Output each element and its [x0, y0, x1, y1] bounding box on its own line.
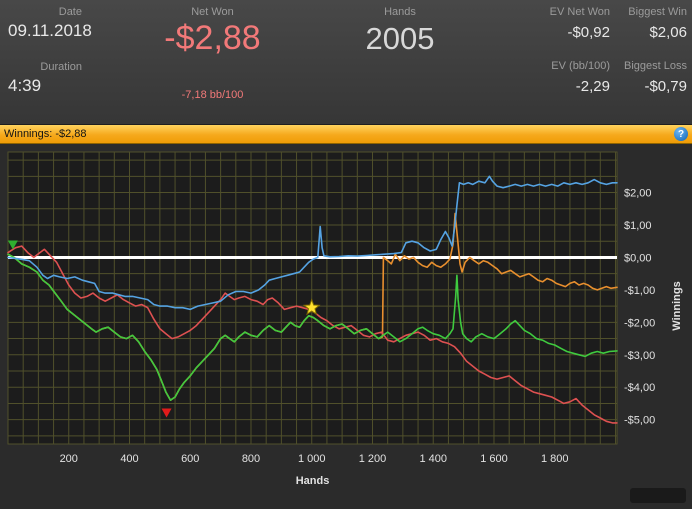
net-won-column: Net Won -$2,88 -7,18 bb/100 [130, 0, 295, 124]
series-green-winnings-line [7, 253, 618, 402]
y-tick-label: -$3,00 [624, 350, 655, 362]
x-tick-label: 1 800 [541, 453, 569, 465]
biggest-column: Biggest Win $2,06 Biggest Loss -$0,79 [617, 0, 692, 124]
hands-column: Hands 2005 [295, 0, 505, 124]
biggest-win-value: $2,06 [649, 24, 687, 41]
triangle-start-marker-icon [7, 240, 18, 250]
date-value: 09.11.2018 [8, 21, 92, 40]
y-tick-label: $1,00 [624, 220, 652, 232]
net-won-value: -$2,88 [164, 19, 261, 57]
hands-label: Hands [384, 6, 416, 18]
biggest-win-label: Biggest Win [628, 6, 687, 18]
x-axis-title: Hands [296, 475, 330, 487]
hands-value: 2005 [365, 21, 435, 56]
star-marker-icon [302, 298, 321, 316]
winnings-bar-label: Winnings: -$2,88 [4, 128, 87, 140]
x-tick-label: 600 [181, 453, 199, 465]
y-tick-label: -$5,00 [624, 415, 655, 427]
x-tick-label: 400 [120, 453, 138, 465]
ev-net-won-label: EV Net Won [549, 6, 610, 18]
y-axis-title: Winnings [671, 281, 683, 330]
y-tick-label: -$4,00 [624, 382, 655, 394]
stats-header: Date 09.11.2018 Duration 4:39 Net Won -$… [0, 0, 692, 125]
net-won-bb100: -7,18 bb/100 [181, 89, 244, 101]
series-blue-line [7, 175, 618, 311]
x-tick-label: 1 000 [298, 453, 326, 465]
plot-background [8, 152, 617, 444]
y-tick-label: $0,00 [624, 252, 652, 264]
ev-bb100-value: -2,29 [575, 78, 610, 95]
plot-border [7, 151, 618, 445]
watermark-logo [630, 488, 686, 503]
winnings-section-bar[interactable]: Winnings: -$2,88 ? [0, 125, 692, 144]
biggest-loss-value: -$0,79 [644, 78, 687, 95]
triangle-down-marker-icon [161, 408, 172, 418]
winnings-chart[interactable]: 200 400 600 800 1 000 1 200 1 400 1 600 1 800 Han… [0, 144, 692, 509]
biggest-loss-label: Biggest Loss [624, 60, 687, 72]
x-tick-label: 1 600 [480, 453, 508, 465]
ev-net-won-value: -$0,92 [567, 24, 610, 41]
y-tick-label: -$1,00 [624, 285, 655, 297]
help-icon[interactable]: ? [674, 127, 688, 141]
date-label: Date [58, 6, 82, 18]
net-won-label: Net Won [191, 6, 234, 18]
ev-column: EV Net Won -$0,92 EV (bb/100) -2,29 [505, 0, 617, 124]
x-tick-label: 800 [242, 453, 260, 465]
y-tick-label: $2,00 [624, 188, 652, 200]
x-tick-label: 200 [60, 453, 78, 465]
x-tick-label: 1 400 [419, 453, 447, 465]
winnings-graph-svg[interactable]: 200 400 600 800 1 000 1 200 1 400 1 600 1 800 Han… [0, 144, 692, 509]
x-tick-label: 1 200 [359, 453, 387, 465]
duration-label: Duration [40, 61, 82, 73]
duration-value: 4:39 [8, 76, 42, 95]
y-tick-label: -$2,00 [624, 317, 655, 329]
ev-bb100-label: EV (bb/100) [551, 60, 610, 72]
date-duration-column: Date 09.11.2018 Duration 4:39 [0, 0, 130, 124]
